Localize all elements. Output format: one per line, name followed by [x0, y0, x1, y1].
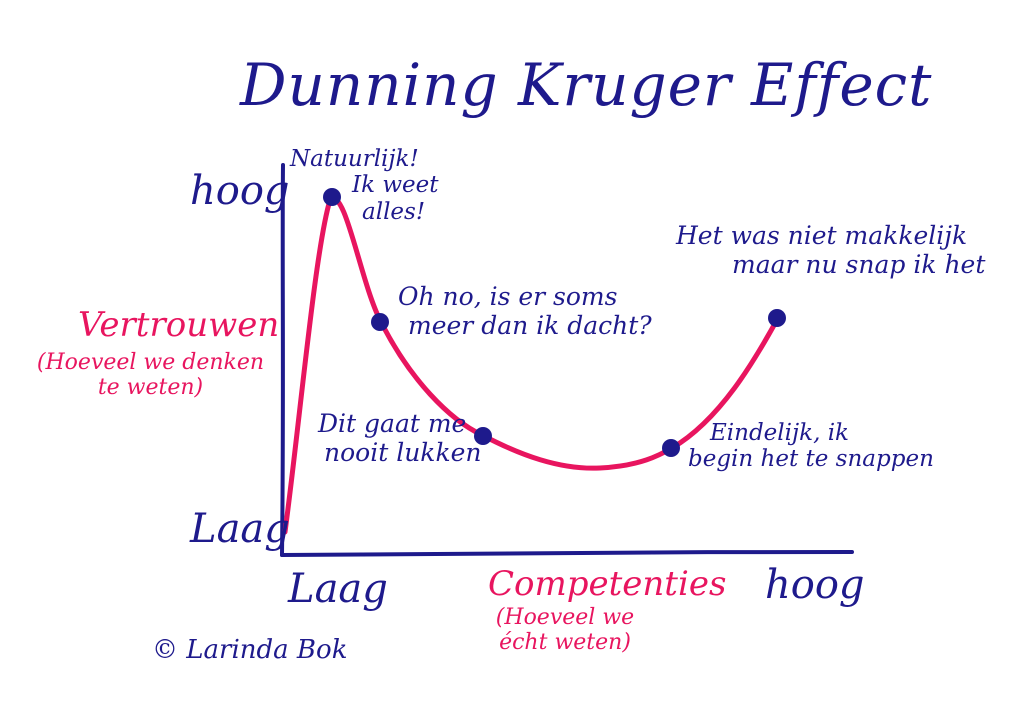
x-axis-high-label: hoog	[765, 562, 865, 608]
annotation-doubt-line2: meer dan ik dacht?	[408, 310, 652, 340]
annotation-enlightenment-line1: Eindelijk, ik	[710, 420, 849, 446]
annotation-peak-line3: alles!	[362, 198, 426, 225]
diagram-title: Dunning Kruger Effect	[240, 51, 933, 119]
annotation-mastery-line2: maar nu snap ik het	[732, 249, 986, 279]
annotation-valley-line2: nooit lukken	[324, 437, 482, 467]
y-axis-low-label: Laag	[190, 506, 290, 552]
y-axis-high-label: hoog	[190, 168, 290, 214]
annotation-peak-line2: Ik weet	[352, 172, 439, 199]
annotation-mastery: Het was niet makkelijk maar nu snap ik h…	[676, 221, 986, 280]
annotation-valley-line1: Dit gaat me	[318, 409, 467, 438]
x-axis-sublabel: (Hoeveel we écht weten)	[455, 605, 675, 656]
y-axis-label: Vertrouwen	[78, 305, 280, 345]
annotation-valley: Dit gaat me nooit lukken	[318, 409, 482, 468]
y-axis-sublabel: (Hoeveel we denken te weten)	[28, 350, 273, 401]
point-doubt	[371, 313, 389, 331]
x-axis-sublabel-line1: (Hoeveel we	[495, 605, 635, 630]
x-axis-sublabel-line2: écht weten)	[499, 630, 631, 656]
point-valley	[474, 427, 492, 445]
credit-text: © Larinda Bok	[152, 635, 348, 665]
y-axis-line	[280, 163, 285, 557]
annotation-peak: Natuurlijk! Ik weet alles!	[290, 146, 439, 225]
annotation-doubt-line1: Oh no, is er soms	[398, 282, 618, 311]
annotation-doubt: Oh no, is er soms meer dan ik dacht?	[398, 282, 652, 341]
y-axis-sublabel-line2: te weten)	[97, 375, 204, 401]
x-axis-low-label: Laag	[288, 566, 388, 612]
x-axis-label: Competenties	[488, 564, 727, 604]
point-mastery	[768, 309, 786, 327]
annotation-enlightenment: Eindelijk, ik begin het te snappen	[688, 420, 934, 473]
point-enlightenment	[662, 439, 680, 457]
point-peak	[323, 188, 341, 206]
y-axis-sublabel-line1: (Hoeveel we denken	[36, 350, 265, 375]
annotation-mastery-line1: Het was niet makkelijk	[676, 221, 968, 250]
annotation-peak-line1: Natuurlijk!	[290, 146, 419, 172]
annotation-enlightenment-line2: begin het te snappen	[688, 446, 934, 473]
x-axis-line	[280, 550, 854, 557]
